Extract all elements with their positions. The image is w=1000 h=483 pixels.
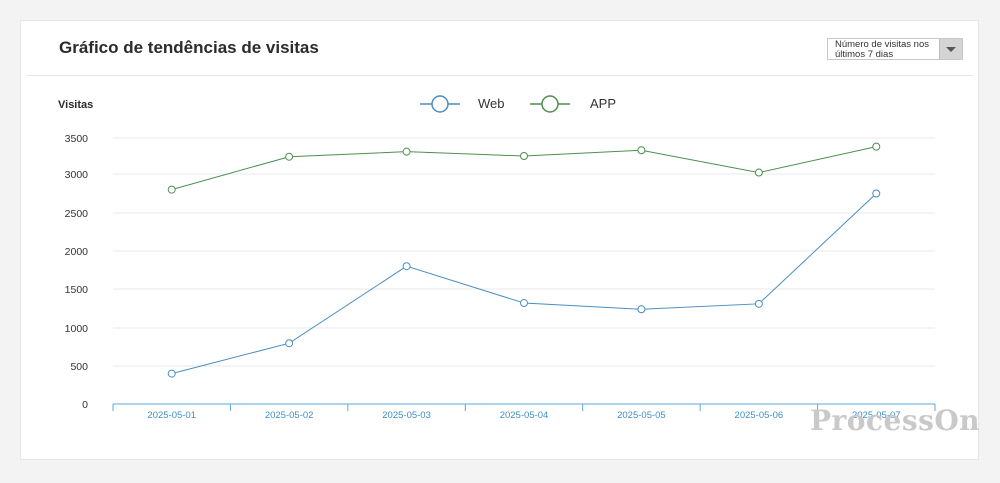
- range-select[interactable]: Número de visitas nos últimos 7 dias: [827, 38, 963, 60]
- series-line-web: [171, 193, 877, 375]
- x-tick-label: 2025-05-06: [735, 410, 784, 421]
- data-point-app: [637, 146, 646, 155]
- x-tick-label: 2025-05-01: [147, 410, 196, 421]
- chart-card: Gráfico de tendências de visitas Número …: [20, 20, 979, 460]
- data-point-web: [167, 369, 176, 378]
- chevron-down-icon[interactable]: [939, 39, 962, 59]
- y-tick-label: 1000: [65, 323, 89, 335]
- card-title: Gráfico de tendências de visitas: [59, 38, 319, 57]
- y-axis-label: Visitas: [58, 99, 93, 111]
- legend-label-app: APP: [590, 96, 616, 111]
- x-tick-label: 2025-05-07: [852, 410, 901, 421]
- data-point-app: [285, 152, 294, 161]
- x-tick-label: 2025-05-02: [265, 410, 314, 421]
- legend-marker-app: [541, 95, 559, 113]
- y-tick-label: 3000: [65, 169, 89, 181]
- data-point-web: [520, 299, 528, 308]
- legend-marker-web: [431, 95, 449, 113]
- data-point-web: [872, 189, 881, 198]
- data-point-app: [520, 152, 528, 160]
- data-point-web: [754, 299, 763, 308]
- data-point-app: [402, 147, 411, 156]
- watermark: ProcessOn: [810, 404, 981, 437]
- y-tick-label: 0: [82, 399, 88, 411]
- data-point-web: [402, 262, 411, 271]
- y-tick-label: 2000: [65, 246, 89, 258]
- data-point-web: [637, 305, 646, 314]
- y-tick-label: 3500: [65, 133, 89, 145]
- x-tick-label: 2025-05-05: [617, 410, 666, 421]
- data-point-app: [754, 168, 763, 177]
- data-point-web: [285, 339, 294, 348]
- data-point-app: [167, 185, 176, 194]
- y-tick-label: 2500: [65, 208, 89, 220]
- range-select-value: Número de visitas nos últimos 7 dias: [835, 39, 929, 60]
- x-tick-label: 2025-05-04: [500, 410, 549, 421]
- legend-label-web: Web: [478, 96, 505, 111]
- y-tick-label: 1500: [65, 284, 89, 296]
- y-tick-label: 500: [70, 361, 88, 373]
- header-divider: [26, 75, 973, 76]
- x-tick-label: 2025-05-03: [382, 410, 431, 421]
- data-point-app: [872, 142, 881, 151]
